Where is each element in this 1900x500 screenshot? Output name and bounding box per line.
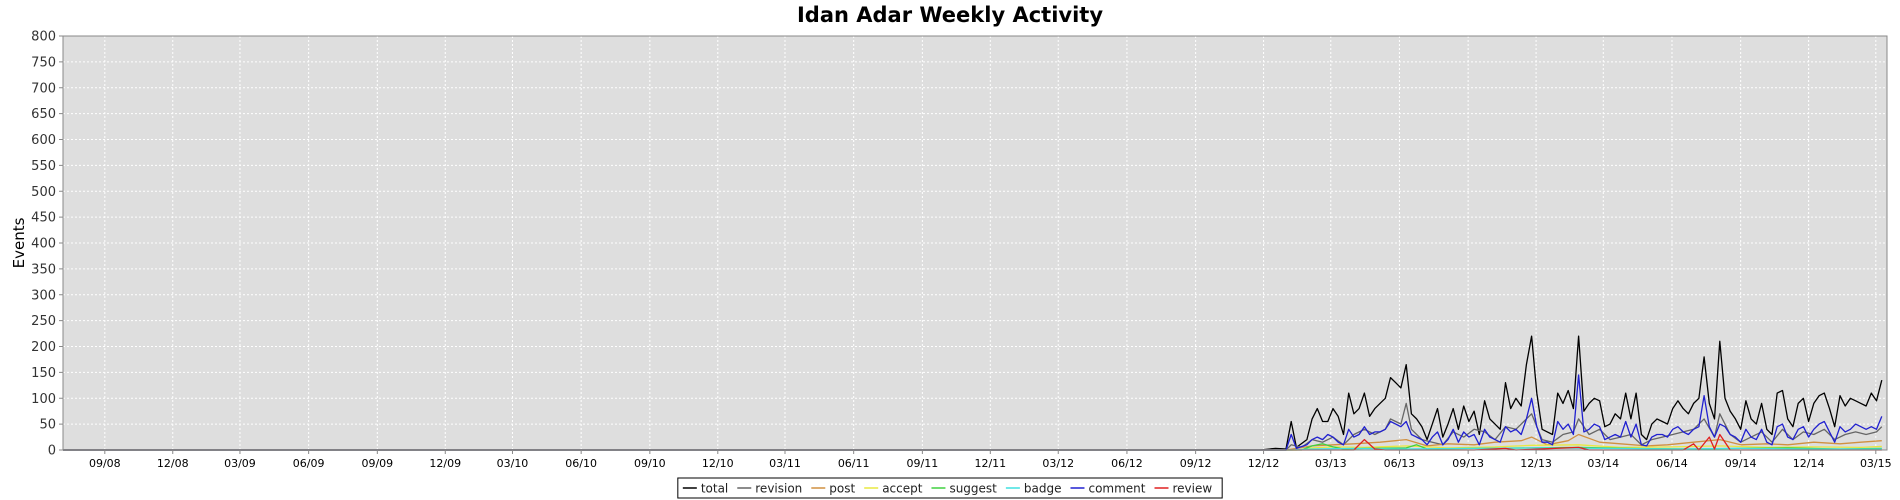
x-tick-label: 12/14 <box>1793 457 1825 470</box>
x-tick-label: 12/12 <box>1248 457 1280 470</box>
x-tick-label: 12/09 <box>429 457 461 470</box>
legend-item-review: review <box>1154 482 1212 496</box>
chart-title: Idan Adar Weekly Activity <box>797 3 1103 27</box>
x-tick-label: 03/09 <box>224 457 256 470</box>
x-tick-label: 12/08 <box>157 457 189 470</box>
x-tick-label: 12/10 <box>702 457 734 470</box>
x-tick-label: 09/11 <box>907 457 939 470</box>
y-tick-label: 200 <box>31 340 56 355</box>
x-tick-label: 06/11 <box>838 457 870 470</box>
y-tick-label: 700 <box>31 81 56 96</box>
legend-item-revision: revision <box>737 482 802 496</box>
legend-item-total: total <box>682 482 728 496</box>
y-tick-label: 500 <box>31 185 56 200</box>
y-tick-label: 0 <box>48 444 56 459</box>
legend-box <box>677 477 1223 499</box>
x-tick-label: 03/10 <box>497 457 529 470</box>
y-tick-label: 150 <box>31 366 56 381</box>
legend-label: comment <box>1088 482 1145 496</box>
legend-label: review <box>1172 482 1212 496</box>
legend-item-suggest: suggest <box>931 482 997 496</box>
y-tick-label: 750 <box>31 55 56 70</box>
y-tick-label: 800 <box>31 30 56 45</box>
y-axis: 0 50 100 150 200 250 300 350 400 450 500 550 600 650 7… <box>31 30 63 459</box>
y-tick-label: 450 <box>31 211 56 226</box>
legend-label: revision <box>755 482 802 496</box>
x-tick-label: 09/13 <box>1452 457 1484 470</box>
legend-item-badge: badge <box>1005 482 1062 496</box>
legend-item-comment: comment <box>1070 482 1146 496</box>
y-tick-label: 100 <box>31 392 56 407</box>
y-tick-label: 600 <box>31 133 56 148</box>
legend-label: suggest <box>949 482 997 496</box>
legend-label: badge <box>1024 482 1062 496</box>
x-axis: 09/08 12/08 03/09 06/09 09/09 12/09 03/10 06/10… <box>89 450 1892 470</box>
legend-label: total <box>701 482 728 496</box>
y-tick-label: 400 <box>31 237 56 252</box>
y-tick-label: 300 <box>31 288 56 303</box>
y-tick-label: 550 <box>31 159 56 174</box>
x-tick-label: 03/14 <box>1587 457 1619 470</box>
x-tick-label: 03/15 <box>1860 457 1892 470</box>
x-tick-label: 06/09 <box>293 457 325 470</box>
legend-item-accept: accept <box>864 482 923 496</box>
x-tick-label: 06/10 <box>565 457 597 470</box>
legend-label: accept <box>882 482 923 496</box>
y-tick-label: 50 <box>39 418 56 433</box>
x-tick-label: 09/08 <box>89 457 121 470</box>
series-line-comment <box>63 374 1883 451</box>
x-tick-label: 06/12 <box>1111 457 1143 470</box>
series-line-review <box>63 433 1882 451</box>
x-tick-label: 09/10 <box>634 457 666 470</box>
x-tick-label: 09/14 <box>1725 457 1757 470</box>
legend-label: post <box>829 482 855 496</box>
grid-lines <box>63 35 1887 450</box>
x-tick-label: 06/14 <box>1656 457 1688 470</box>
legend: total revision post accept suggest badge comme… <box>677 477 1223 499</box>
y-axis-label: Events <box>10 217 28 268</box>
series-line-total <box>63 335 1883 451</box>
y-tick-label: 350 <box>31 262 56 277</box>
x-tick-label: 03/13 <box>1315 457 1347 470</box>
x-tick-label: 03/12 <box>1042 457 1074 470</box>
x-tick-label: 03/11 <box>769 457 801 470</box>
legend-item-post: post <box>811 482 855 496</box>
x-tick-label: 12/11 <box>974 457 1006 470</box>
series-line-accept <box>63 444 1882 451</box>
x-tick-label: 12/13 <box>1520 457 1552 470</box>
x-tick-label: 09/09 <box>361 457 393 470</box>
y-tick-label: 650 <box>31 107 56 122</box>
y-tick-label: 250 <box>31 314 56 329</box>
x-tick-label: 09/12 <box>1180 457 1212 470</box>
series-layer <box>63 335 1883 451</box>
x-tick-label: 06/13 <box>1384 457 1416 470</box>
